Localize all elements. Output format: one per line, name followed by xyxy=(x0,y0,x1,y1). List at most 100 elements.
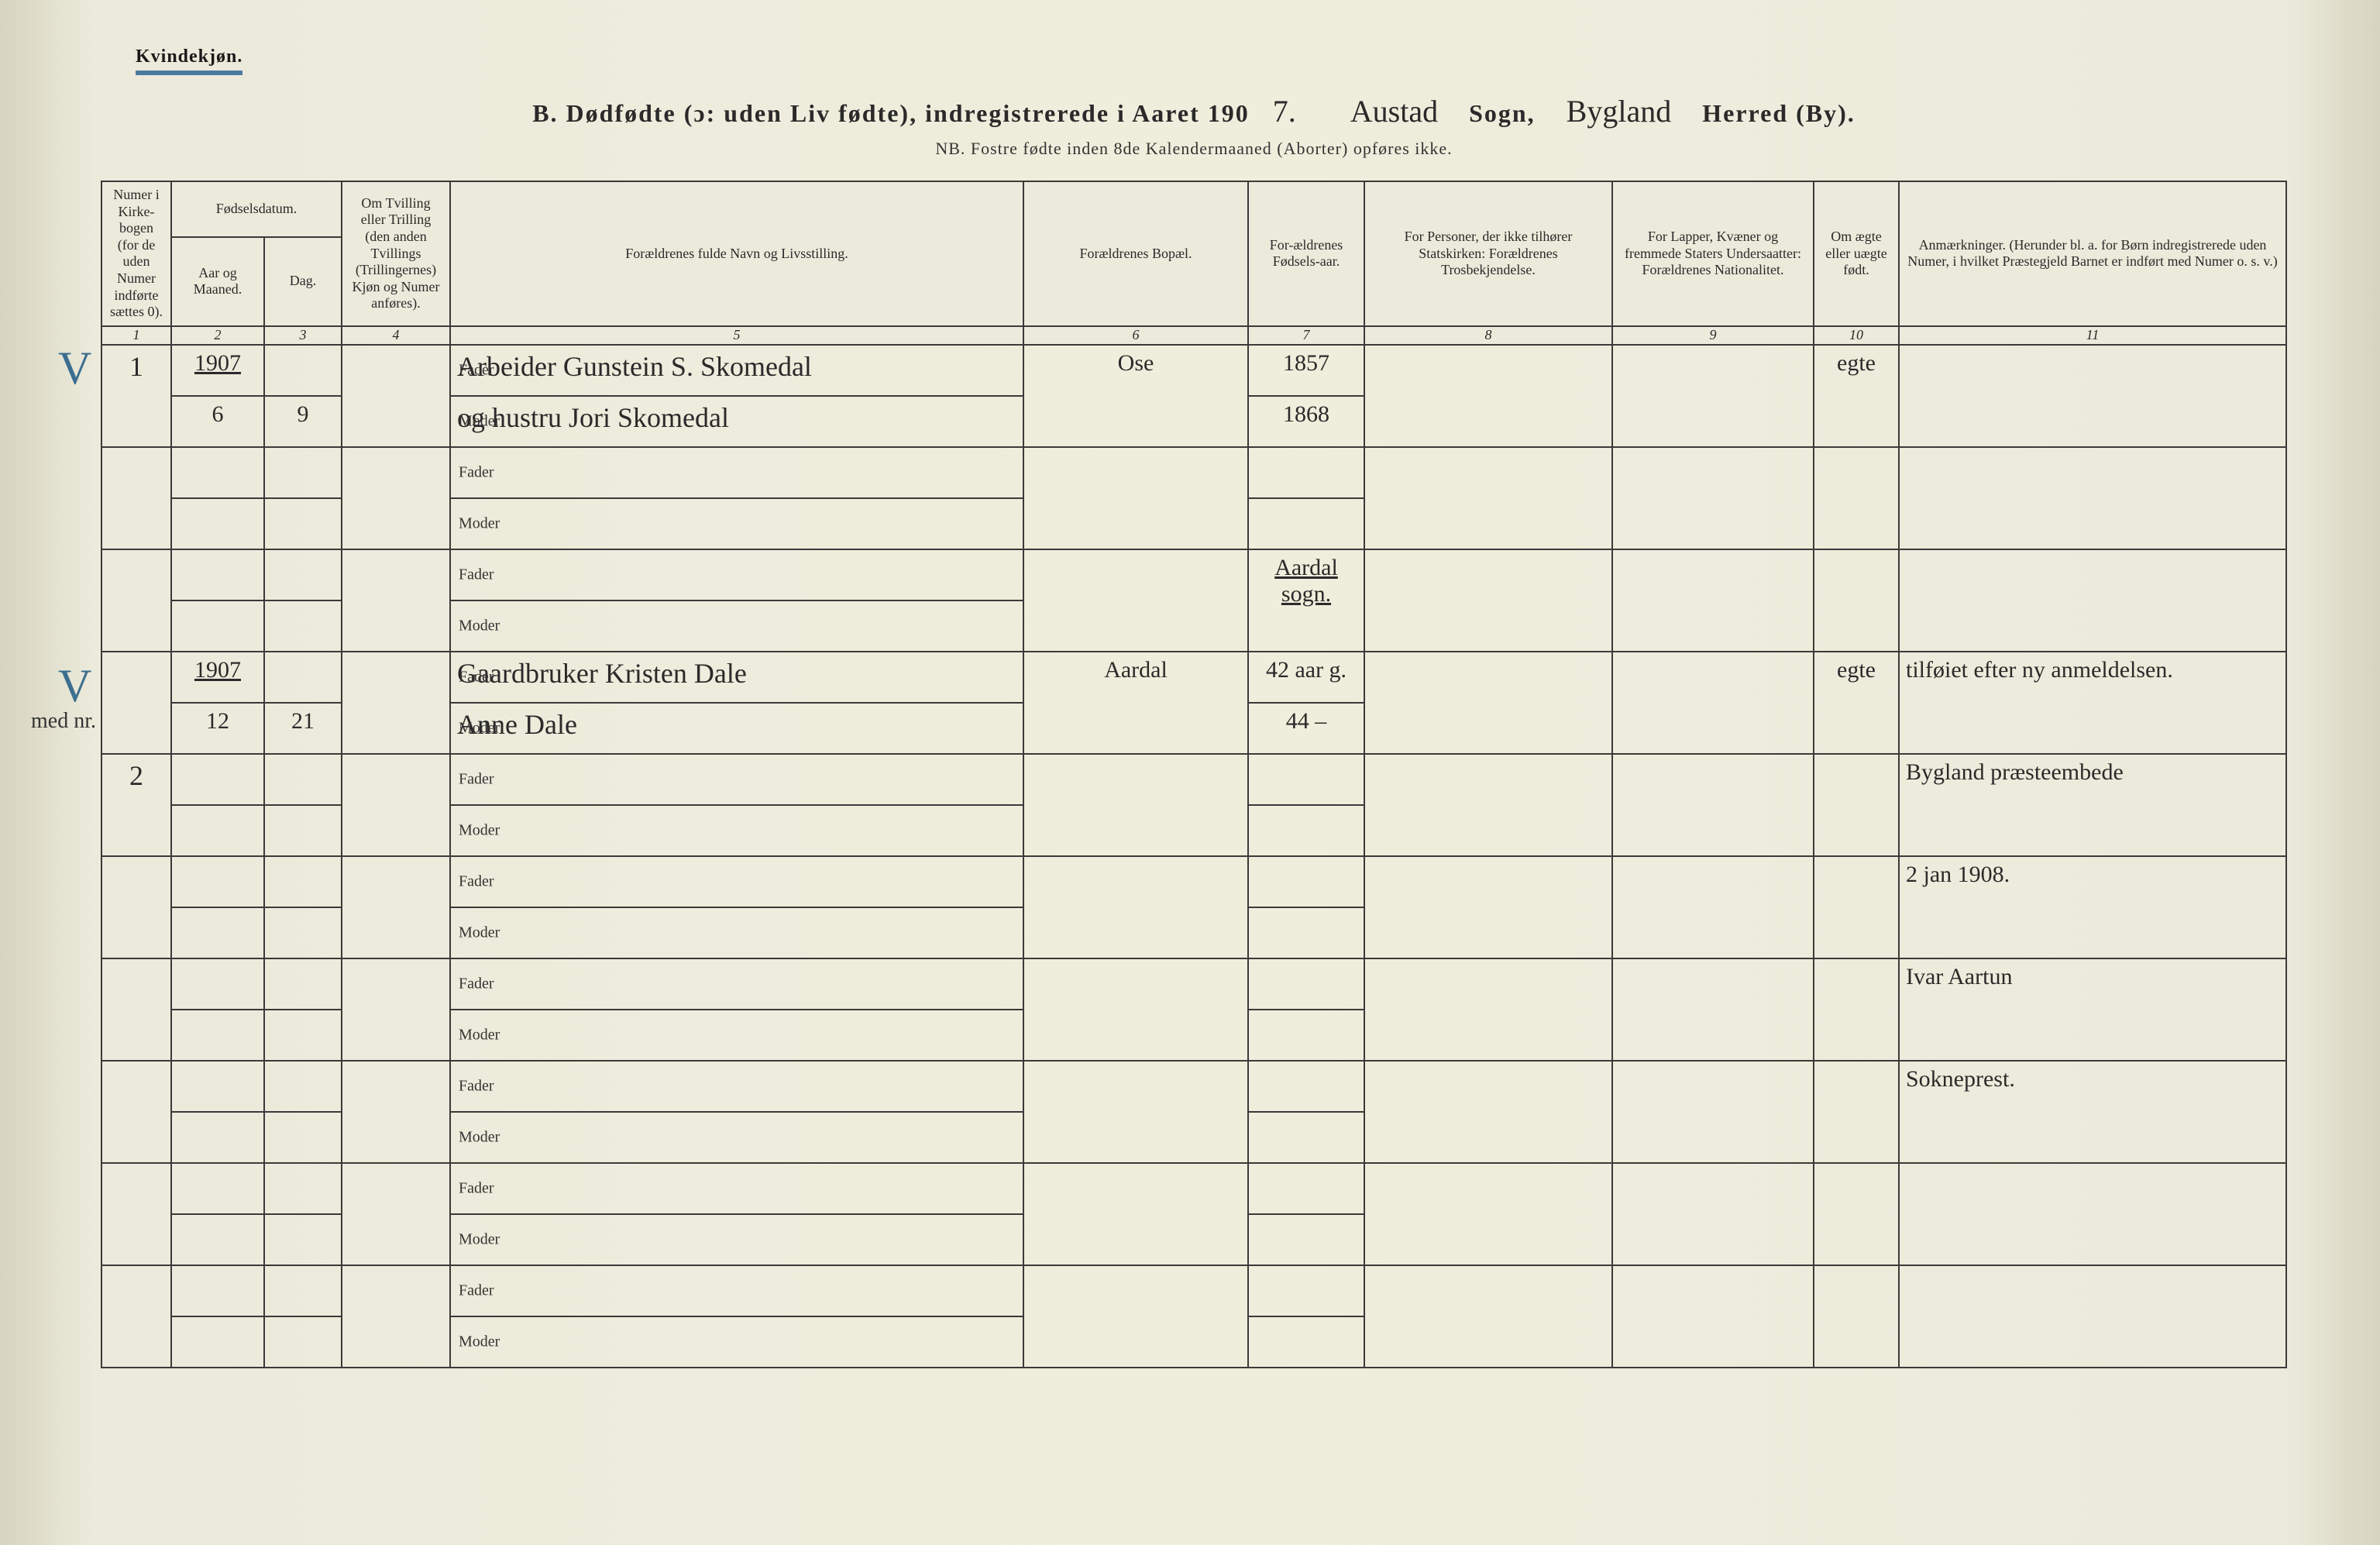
colnum: 6 xyxy=(1023,326,1248,345)
cell: 9 xyxy=(264,396,342,447)
colnum: 9 xyxy=(1612,326,1814,345)
cell xyxy=(1364,1163,1612,1265)
cell: 44 – xyxy=(1248,703,1364,754)
colhead-2b: Dag. xyxy=(264,237,342,326)
cell xyxy=(1364,652,1612,754)
colnum: 10 xyxy=(1814,326,1899,345)
cell: Fader xyxy=(450,1163,1023,1214)
cell: Bygland præsteembede xyxy=(1899,754,2286,856)
cell xyxy=(1612,856,1814,958)
colhead-6: Forældrenes Bopæl. xyxy=(1023,181,1248,326)
cell xyxy=(1899,549,2286,652)
cell xyxy=(1248,1010,1364,1061)
cell xyxy=(1814,958,1899,1061)
cell xyxy=(1899,447,2286,549)
cell xyxy=(171,600,264,652)
cell xyxy=(1248,1316,1364,1368)
colhead-5: Forældrenes fulde Navn og Livsstilling. xyxy=(450,181,1023,326)
cell: ModerAnne Dale xyxy=(450,703,1023,754)
cell xyxy=(101,549,171,652)
cell: Moder xyxy=(450,1010,1023,1061)
cell xyxy=(1248,805,1364,856)
cell: 2 xyxy=(101,754,171,856)
cell xyxy=(1814,1163,1899,1265)
cell xyxy=(171,1214,264,1265)
colnum: 1 xyxy=(101,326,171,345)
cell xyxy=(1248,907,1364,958)
cell xyxy=(171,1163,264,1214)
cell xyxy=(1814,1265,1899,1368)
cell: 21 xyxy=(264,703,342,754)
cell xyxy=(342,1163,450,1265)
cell xyxy=(1899,345,2286,447)
title-sogn-label: Sogn, xyxy=(1469,99,1536,127)
cell xyxy=(1248,1163,1364,1214)
cell: Fader xyxy=(450,549,1023,600)
cell xyxy=(1248,1061,1364,1112)
colhead-9: For Lapper, Kvæner og fremmede Staters U… xyxy=(1612,181,1814,326)
colnum: 3 xyxy=(264,326,342,345)
title-year-digit: 7. xyxy=(1250,94,1319,129)
title-sogn-hand: Austad xyxy=(1327,94,1461,129)
cell: Moder xyxy=(450,1112,1023,1163)
cell xyxy=(171,1061,264,1112)
cell xyxy=(264,856,342,907)
cell xyxy=(1612,1163,1814,1265)
cell xyxy=(1364,1061,1612,1163)
cell xyxy=(171,958,264,1010)
cell xyxy=(171,1316,264,1368)
cell xyxy=(342,1265,450,1368)
cell xyxy=(171,754,264,805)
table-row: 11907FaderArbeider Gunstein S. SkomedalO… xyxy=(101,345,2286,396)
cell: tilføiet efter ny anmeldelsen. xyxy=(1899,652,2286,754)
cell xyxy=(171,1010,264,1061)
cell xyxy=(1364,1265,1612,1368)
cell xyxy=(1612,1061,1814,1163)
cell xyxy=(264,1214,342,1265)
colnum: 11 xyxy=(1899,326,2286,345)
cell xyxy=(264,447,342,498)
cell xyxy=(264,1010,342,1061)
margin-checkmark: V xyxy=(58,345,91,391)
cell xyxy=(1814,447,1899,549)
cell xyxy=(1364,447,1612,549)
page-title: B. Dødfødte (ɔ: uden Liv fødte), indregi… xyxy=(93,93,2295,129)
cell xyxy=(264,907,342,958)
cell xyxy=(342,447,450,549)
table-row: FaderIvar Aartun xyxy=(101,958,2286,1010)
cell: FaderArbeider Gunstein S. Skomedal xyxy=(450,345,1023,396)
cell: egte xyxy=(1814,652,1899,754)
cell xyxy=(1814,549,1899,652)
cell: 2 jan 1908. xyxy=(1899,856,2286,958)
cell xyxy=(264,600,342,652)
cell xyxy=(1814,856,1899,958)
cell xyxy=(101,1163,171,1265)
margin-note: med nr. xyxy=(31,709,96,734)
cell xyxy=(171,549,264,600)
cell xyxy=(264,1316,342,1368)
colhead-1: Numer i Kirke-bogen (for de uden Numer i… xyxy=(101,181,171,326)
cell: Moder xyxy=(450,600,1023,652)
cell xyxy=(1364,754,1612,856)
cell xyxy=(1612,754,1814,856)
cell xyxy=(264,1163,342,1214)
cell xyxy=(1814,1061,1899,1163)
cell xyxy=(264,549,342,600)
colnum: 7 xyxy=(1248,326,1364,345)
title-herred-hand: Bygland xyxy=(1543,94,1695,129)
cell xyxy=(1612,958,1814,1061)
cell xyxy=(264,1112,342,1163)
cell: 1857 xyxy=(1248,345,1364,396)
cell xyxy=(1023,1061,1248,1163)
margin-checkmark: V xyxy=(58,662,91,709)
colnum: 2 xyxy=(171,326,264,345)
cell xyxy=(101,958,171,1061)
cell: Fader xyxy=(450,447,1023,498)
cell: Aardal sogn. xyxy=(1248,549,1364,652)
cell xyxy=(171,498,264,549)
table-row: 2FaderBygland præsteembede xyxy=(101,754,2286,805)
cell xyxy=(171,907,264,958)
cell xyxy=(101,856,171,958)
cell: Moder xyxy=(450,1214,1023,1265)
cell: Fader xyxy=(450,856,1023,907)
